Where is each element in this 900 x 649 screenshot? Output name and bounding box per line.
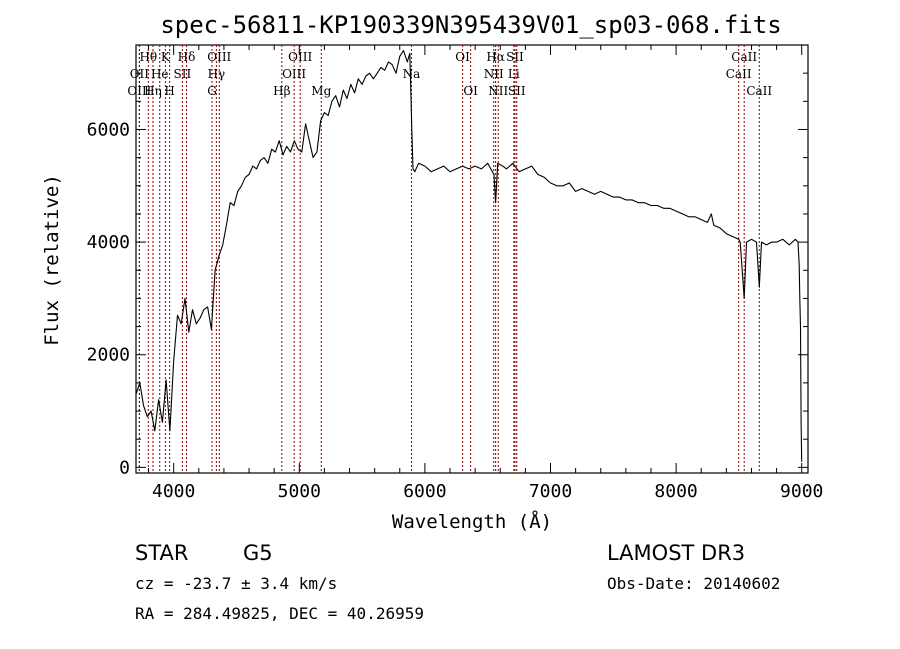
spectral-line-label: Hγ — [208, 67, 226, 81]
spectral-line-label: Li — [508, 67, 520, 81]
spectral-line-label: Na — [403, 67, 421, 81]
series-group — [135, 50, 803, 462]
x-axis-label: Wavelength (Å) — [392, 510, 552, 533]
y-tick-label: 2000 — [87, 345, 130, 366]
plot-frame — [135, 44, 809, 474]
spectral-line-label: CaII — [746, 84, 772, 98]
spectral-line-label: OIII — [288, 50, 312, 64]
spectral-line-label: K — [161, 50, 171, 64]
y-tick-label: 0 — [119, 457, 130, 478]
redshift-readout: cz = -23.7 ± 3.4 km/s — [135, 574, 337, 593]
x-tick-label: 6000 — [403, 481, 446, 502]
spectral-line-label: G — [207, 84, 217, 98]
spectral-line-label: OIII — [207, 50, 231, 64]
spectral-line-label: Mg — [311, 84, 331, 98]
spectral-line-label: H — [164, 84, 174, 98]
spectral-subclass: G5 — [243, 541, 273, 565]
spectral-line-label: SII — [506, 50, 524, 64]
spectral-line-label: CaII — [731, 50, 757, 64]
spectral-line-label: SII — [508, 84, 526, 98]
spectral-line-markers — [138, 45, 760, 473]
spectral-line-label: OI — [455, 50, 470, 64]
spectral-line-label: SII — [173, 67, 191, 81]
spectral-line-label: NII — [488, 84, 508, 98]
y-tick-label: 6000 — [87, 119, 130, 140]
axis-ticks: 4000 5000 6000 7000 8000 9000 0 2000 4000 6000 — [87, 44, 823, 502]
spectral-line-label: CaII — [726, 67, 752, 81]
spectral-line-label: OII — [130, 67, 150, 81]
object-class: STAR — [135, 541, 188, 565]
spectral-line-labels: Hθ OII OIII K He Hη Hδ SII H OIII Hγ G OIII OIII Hβ Mg N… — [127, 50, 772, 98]
spectral-line-label: OIII — [282, 67, 306, 81]
spectral-line-label: Hδ — [178, 50, 196, 64]
spectral-line-label: Hβ — [273, 84, 290, 98]
x-tick-label: 5000 — [278, 481, 321, 502]
y-tick-label: 4000 — [87, 232, 130, 253]
spectral-line-label: Hη — [144, 84, 162, 98]
y-axis-label: Flux (relative) — [41, 174, 63, 346]
x-tick-label: 4000 — [152, 481, 195, 502]
obs-date: Obs-Date: 20140602 — [607, 574, 780, 593]
spectral-line-label: Hα — [486, 50, 505, 64]
x-tick-label: 9000 — [780, 481, 823, 502]
spectrum-series-line — [135, 50, 803, 462]
survey-name: LAMOST DR3 — [607, 541, 745, 565]
chart-title: spec-56811-KP190339N395439V01_sp03-068.f… — [160, 11, 781, 39]
spectral-line-label: OI — [463, 84, 478, 98]
coordinates: RA = 284.49825, DEC = 40.26959 — [135, 604, 424, 623]
spectral-line-label: NII — [484, 67, 504, 81]
spectral-line-label: Hθ — [139, 50, 157, 64]
plot-border — [135, 44, 809, 474]
x-tick-label: 8000 — [654, 481, 697, 502]
spectral-line-label: He — [151, 67, 169, 81]
x-tick-label: 7000 — [529, 481, 572, 502]
spectral-line-label: OIII — [127, 84, 151, 98]
